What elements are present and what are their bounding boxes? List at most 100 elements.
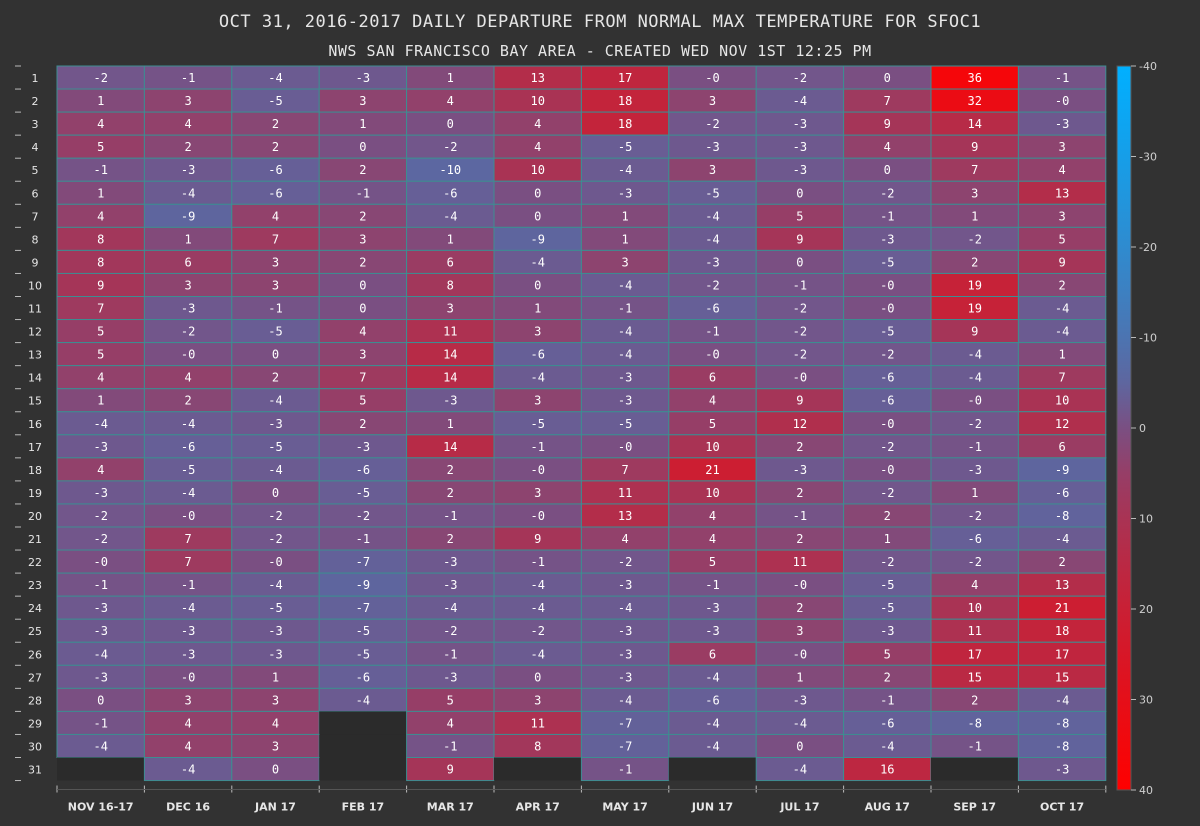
cell-value-label: 4 xyxy=(534,117,541,131)
cell-value-label: 10 xyxy=(530,94,544,108)
cell-value-label: 0 xyxy=(359,140,366,154)
empty-cell xyxy=(319,734,407,758)
cell-value-label: -1 xyxy=(93,163,107,177)
cell-value-label: -2 xyxy=(356,509,370,523)
cell-value-label: 3 xyxy=(709,94,716,108)
cell-value-label: 2 xyxy=(971,693,978,707)
cell-value-label: 0 xyxy=(272,763,279,777)
cell-value-label: -1 xyxy=(793,278,807,292)
cell-value-label: 13 xyxy=(618,509,632,523)
cell-value-label: 13 xyxy=(530,71,544,85)
cell-value-label: -1 xyxy=(1055,71,1069,85)
cell-value-label: -0 xyxy=(880,417,894,431)
column-label: FEB 17 xyxy=(342,801,385,814)
cell-value-label: 11 xyxy=(530,716,544,730)
cell-value-label: -6 xyxy=(1055,486,1069,500)
cell-value-label: -0 xyxy=(530,463,544,477)
cell-value-label: -3 xyxy=(356,71,370,85)
cell-value-label: -1 xyxy=(880,693,894,707)
cell-value-label: 6 xyxy=(709,371,716,385)
cell-value-label: -3 xyxy=(1055,117,1069,131)
cell-value-label: -3 xyxy=(443,555,457,569)
cell-value-label: 3 xyxy=(272,278,279,292)
cell-value-label: -4 xyxy=(967,348,981,362)
cell-value-label: 13 xyxy=(1055,186,1069,200)
cell-value-label: 3 xyxy=(1058,209,1065,223)
cell-value-label: -4 xyxy=(793,716,807,730)
cell-value-label: 2 xyxy=(184,140,191,154)
cell-value-label: -0 xyxy=(967,394,981,408)
cell-value-label: -4 xyxy=(443,601,457,615)
row-label: 6 xyxy=(32,187,39,200)
cell-value-label: -3 xyxy=(618,371,632,385)
cell-value-label: -2 xyxy=(880,486,894,500)
cell-value-label: 3 xyxy=(184,94,191,108)
cell-value-label: -9 xyxy=(356,578,370,592)
cell-value-label: -7 xyxy=(356,555,370,569)
cell-value-label: -3 xyxy=(705,140,719,154)
cell-value-label: 4 xyxy=(97,209,104,223)
cell-value-label: -2 xyxy=(880,186,894,200)
cell-value-label: -1 xyxy=(530,440,544,454)
cell-value-label: 8 xyxy=(534,739,541,753)
cell-value-label: -5 xyxy=(618,140,632,154)
cell-value-label: -5 xyxy=(530,417,544,431)
cell-value-label: -3 xyxy=(181,647,195,661)
cell-value-label: 1 xyxy=(1058,348,1065,362)
cell-value-label: 19 xyxy=(967,302,981,316)
cell-value-label: 19 xyxy=(967,278,981,292)
row-label: 31 xyxy=(28,764,42,777)
cell-value-label: 0 xyxy=(884,163,891,177)
colorbar-tick-label: -20 xyxy=(1139,241,1157,254)
cell-value-label: 9 xyxy=(1058,255,1065,269)
cell-value-label: -4 xyxy=(705,232,719,246)
row-label: 10 xyxy=(28,279,42,292)
cell-value-label: -6 xyxy=(530,348,544,362)
cell-value-label: -3 xyxy=(793,140,807,154)
cell-value-label: 21 xyxy=(705,463,719,477)
cell-value-label: 1 xyxy=(359,117,366,131)
cell-value-label: -1 xyxy=(356,186,370,200)
cell-value-label: -1 xyxy=(443,509,457,523)
cell-value-label: 3 xyxy=(184,278,191,292)
cell-value-label: 1 xyxy=(97,94,104,108)
cell-value-label: 7 xyxy=(272,232,279,246)
cell-value-label: -2 xyxy=(443,624,457,638)
cell-value-label: 17 xyxy=(967,647,981,661)
cell-value-label: 4 xyxy=(97,463,104,477)
cell-value-label: -2 xyxy=(880,555,894,569)
cell-value-label: 4 xyxy=(97,371,104,385)
row-label: 4 xyxy=(32,141,39,154)
cell-value-label: -0 xyxy=(530,509,544,523)
cell-value-label: 9 xyxy=(796,394,803,408)
cell-value-label: -5 xyxy=(268,94,282,108)
row-label: 3 xyxy=(32,118,39,131)
cell-value-label: -6 xyxy=(880,394,894,408)
cell-value-label: 4 xyxy=(709,532,716,546)
cell-value-label: 0 xyxy=(359,302,366,316)
cell-value-label: -1 xyxy=(618,763,632,777)
cell-value-label: 10 xyxy=(705,486,719,500)
cell-value-label: -4 xyxy=(1055,693,1069,707)
cell-value-label: 1 xyxy=(447,71,454,85)
cell-value-label: -3 xyxy=(618,670,632,684)
cell-value-label: -6 xyxy=(443,186,457,200)
row-label: 8 xyxy=(32,233,39,246)
empty-cell xyxy=(57,757,145,781)
empty-cell xyxy=(319,757,407,781)
cell-value-label: -0 xyxy=(268,555,282,569)
cell-value-label: 15 xyxy=(1055,670,1069,684)
cell-value-label: -6 xyxy=(967,532,981,546)
cell-value-label: 5 xyxy=(359,394,366,408)
cell-value-label: -5 xyxy=(268,440,282,454)
cell-value-label: 2 xyxy=(359,255,366,269)
cell-value-label: -6 xyxy=(268,163,282,177)
cell-value-label: 2 xyxy=(359,417,366,431)
cell-value-label: -4 xyxy=(793,763,807,777)
cell-value-label: 7 xyxy=(1058,371,1065,385)
cell-value-label: -3 xyxy=(880,232,894,246)
cell-value-label: -4 xyxy=(705,716,719,730)
cell-value-label: -2 xyxy=(618,555,632,569)
cell-value-label: -8 xyxy=(1055,716,1069,730)
